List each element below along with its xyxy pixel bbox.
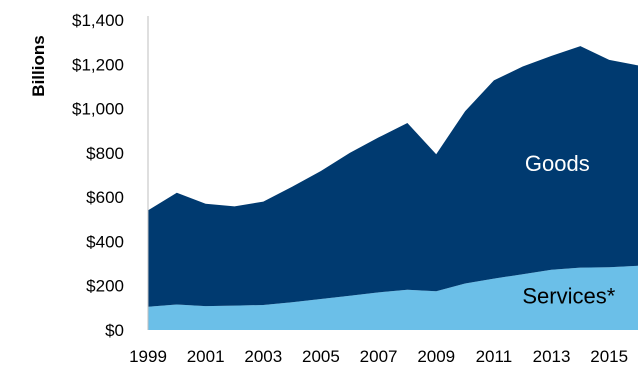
x-tick-label: 2003 <box>244 347 282 366</box>
y-tick-label: $200 <box>86 277 124 296</box>
y-tick-label: $1,200 <box>72 55 124 74</box>
y-tick-label: $0 <box>105 321 124 340</box>
x-tick-label: 2015 <box>590 347 628 366</box>
y-axis-label: Billions <box>29 35 48 96</box>
area-series-goods <box>148 46 638 307</box>
y-tick-labels: $0 $200 $400 $600 $800 $1,000 $1,200 $1,400 <box>72 11 124 340</box>
series-labels: Services* Goods <box>522 151 615 309</box>
y-tick-label: $800 <box>86 144 124 163</box>
area-series-services <box>148 265 638 330</box>
x-tick-label: 2009 <box>417 347 455 366</box>
area-layer <box>148 46 638 330</box>
y-tick-label: $400 <box>86 232 124 251</box>
y-tick-label: $600 <box>86 188 124 207</box>
x-tick-label: 2013 <box>533 347 571 366</box>
y-tick-label: $1,400 <box>72 11 124 30</box>
x-tick-label: 1999 <box>129 347 167 366</box>
x-tick-labels: 1999 2001 2003 2005 2007 2009 2011 2013 2015 <box>129 347 628 366</box>
x-tick-label: 2011 <box>476 347 513 366</box>
series-label-goods: Goods <box>525 151 590 176</box>
y-tick-label: $1,000 <box>72 100 124 119</box>
series-label-services: Services* <box>522 284 615 309</box>
x-tick-label: 2007 <box>360 347 398 366</box>
x-tick-label: 2005 <box>302 347 340 366</box>
x-tick-label: 2001 <box>187 347 225 366</box>
